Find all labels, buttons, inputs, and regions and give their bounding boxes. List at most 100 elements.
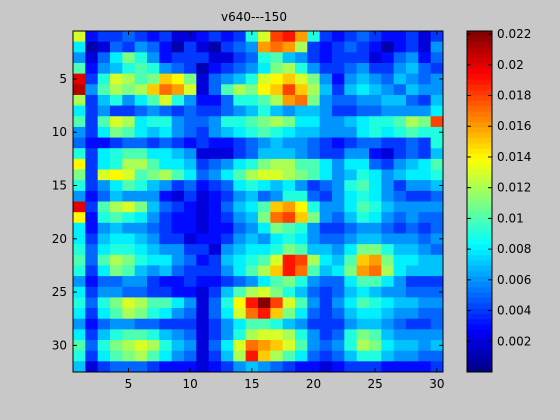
heatmap-cell	[97, 361, 111, 373]
heatmap-cell	[418, 105, 432, 117]
heatmap-cell	[430, 308, 444, 320]
heatmap-cell	[319, 94, 333, 106]
heatmap-cell	[393, 84, 407, 96]
heatmap-cell	[122, 73, 136, 85]
heatmap-cell	[332, 308, 345, 320]
heatmap-cell	[85, 41, 99, 53]
heatmap-cell	[159, 340, 173, 352]
heatmap-cell	[97, 137, 111, 149]
heatmap-cell	[282, 73, 296, 85]
heatmap-cell	[208, 308, 222, 320]
heatmap-cell	[369, 212, 382, 224]
x-tick-label: 15	[244, 377, 259, 391]
heatmap-cell	[282, 222, 296, 234]
heatmap-cell	[344, 265, 358, 277]
heatmap-cell	[245, 180, 259, 192]
colorbar-tick-label: 0.018	[497, 89, 531, 103]
heatmap-cell	[134, 180, 148, 192]
heatmap-cell	[282, 265, 296, 277]
heatmap-cell	[233, 318, 247, 330]
heatmap-cell	[110, 276, 123, 288]
colorbar-segment	[467, 286, 492, 293]
heatmap-cell	[307, 254, 321, 266]
heatmap-cell	[122, 350, 136, 362]
heatmap-cell	[406, 297, 419, 309]
heatmap-cell	[196, 148, 210, 160]
colorbar-segment	[467, 356, 492, 362]
heatmap-cell	[381, 340, 395, 352]
heatmap-cell	[356, 318, 370, 330]
heatmap-cell	[381, 52, 395, 64]
heatmap-cell	[430, 41, 444, 53]
heatmap-cell	[418, 265, 432, 277]
heatmap-cell	[159, 31, 173, 43]
heatmap-cell	[159, 286, 173, 298]
heatmap-cell	[369, 276, 382, 288]
heatmap-cell	[369, 329, 382, 341]
heatmap-cell	[208, 105, 222, 117]
heatmap-cell	[430, 73, 444, 85]
heatmap-cell	[418, 62, 432, 75]
heatmap-cell	[208, 62, 222, 75]
heatmap-cell	[295, 212, 308, 224]
colorbar-segment	[467, 94, 492, 101]
heatmap-cell	[344, 148, 358, 160]
colorbar-segment	[467, 78, 492, 85]
heatmap-cell	[270, 73, 284, 85]
heatmap-cell	[406, 361, 419, 373]
heatmap-cell	[381, 329, 395, 341]
heatmap-cell	[97, 62, 111, 75]
x-tick-label: 20	[306, 377, 321, 391]
heatmap-cell	[196, 276, 210, 288]
heatmap-cell	[258, 254, 271, 266]
heatmap-cell	[258, 201, 271, 213]
heatmap-cell	[196, 180, 210, 192]
heatmap-cell	[406, 308, 419, 320]
heatmap-cell	[319, 180, 333, 192]
heatmap-cell	[245, 169, 259, 181]
heatmap-cell	[270, 222, 284, 234]
heatmap-cell	[406, 52, 419, 64]
heatmap-cell	[73, 297, 86, 309]
heatmap-cell	[332, 169, 345, 181]
heatmap-cell	[184, 244, 197, 256]
heatmap-cell	[221, 350, 234, 362]
heatmap-cell	[393, 329, 407, 341]
heatmap-cell	[344, 169, 358, 181]
heatmap-cell	[344, 201, 358, 213]
heatmap-cell	[122, 286, 136, 298]
heatmap-cell	[393, 318, 407, 330]
heatmap-cell	[85, 158, 99, 170]
heatmap-cell	[245, 116, 259, 128]
heatmap-cell	[393, 62, 407, 75]
heatmap-cell	[134, 62, 148, 75]
heatmap-cell	[356, 361, 370, 373]
heatmap-cell	[221, 265, 234, 277]
heatmap-cell	[208, 126, 222, 138]
heatmap-cell	[406, 212, 419, 224]
heatmap-cell	[356, 340, 370, 352]
x-tick-label: 10	[183, 377, 198, 391]
heatmap-cell	[406, 222, 419, 234]
heatmap-cell	[97, 73, 111, 85]
heatmap-cell	[295, 297, 308, 309]
heatmap-cell	[295, 318, 308, 330]
heatmap-cell	[344, 212, 358, 224]
heatmap-cell	[270, 265, 284, 277]
heatmap-cell	[245, 340, 259, 352]
heatmap-cell	[344, 222, 358, 234]
heatmap-cell	[319, 84, 333, 96]
heatmap-cell	[307, 190, 321, 202]
heatmap-cell	[319, 254, 333, 266]
heatmap-cell	[147, 318, 160, 330]
heatmap-cell	[110, 254, 123, 266]
colorbar-tick-label: 0.014	[497, 150, 531, 164]
heatmap-cell	[381, 180, 395, 192]
heatmap-cell	[393, 116, 407, 128]
heatmap-cell	[221, 297, 234, 309]
heatmap-cell	[159, 158, 173, 170]
heatmap-cell	[270, 233, 284, 245]
heatmap-cell	[381, 116, 395, 128]
heatmap-cell	[110, 31, 123, 43]
